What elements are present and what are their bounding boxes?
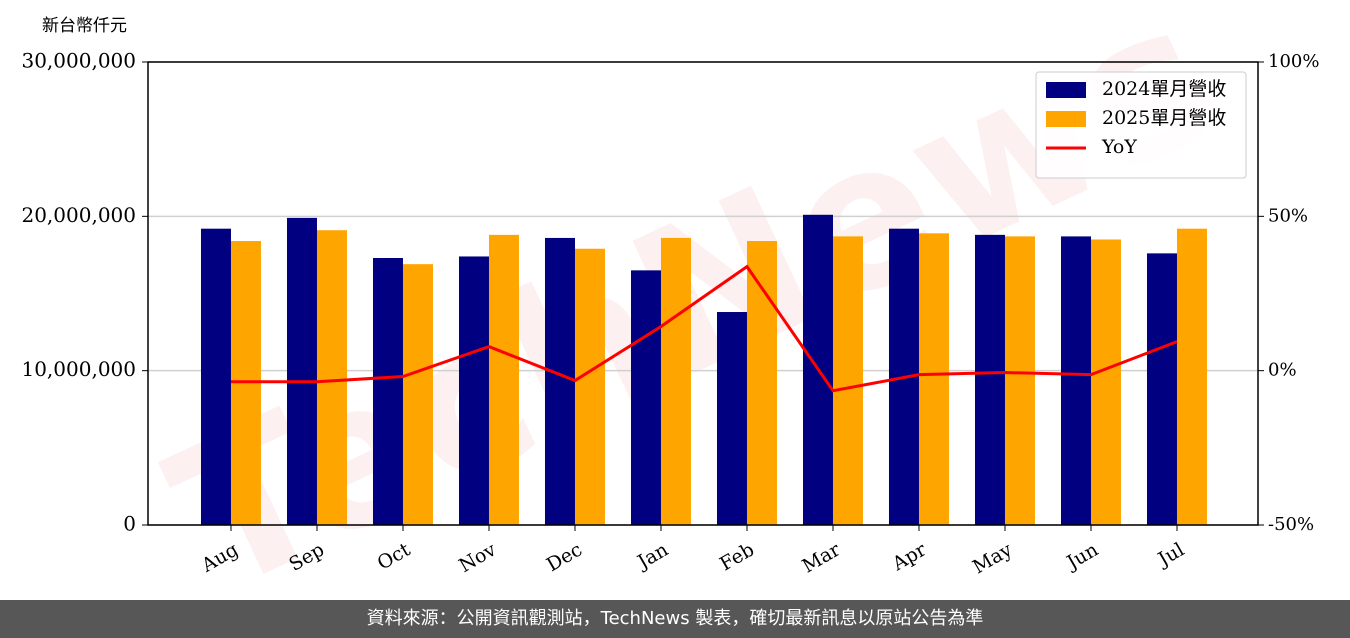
x-tick-label: Feb [716,539,758,576]
x-tick-label: Jan [632,539,672,575]
legend-label: 2025單月營收 [1102,107,1226,129]
y2-tick-label: 100% [1268,51,1319,72]
y-tick-label: 0 [123,512,136,536]
bar [372,258,403,525]
footer-bar [0,600,1350,638]
x-tick-label: May [969,538,1016,578]
legend-label: YoY [1101,136,1137,158]
x-tick-label: Jun [1061,539,1102,575]
bar [1090,239,1121,525]
y2-tick-label: 0% [1268,360,1297,381]
x-tick-label: Apr [888,538,931,575]
bar [918,233,949,525]
x-tick-label: Nov [455,538,500,577]
y-tick-label: 20,000,000 [21,203,136,227]
bar [574,248,605,525]
plot-frame [147,61,1259,526]
bar [1004,236,1035,525]
bar [1176,228,1207,525]
y2-tick-label: 50% [1268,205,1308,226]
bar [200,228,231,525]
bar [488,234,519,525]
bar [746,241,777,525]
x-tick-label: Mar [798,538,844,577]
x-tick-label: Dec [543,539,586,577]
bar [1146,253,1177,525]
bar [630,270,661,525]
legend-box [1035,71,1247,179]
bar [402,264,433,525]
yoy-line [230,264,1178,393]
y2-tick-label: -50% [1268,514,1314,535]
bar [544,237,575,525]
y-tick-label: 30,000,000 [21,49,136,73]
bar [286,217,317,526]
bar [974,234,1005,525]
legend-label: 2024單月營收 [1102,78,1226,100]
legend-swatch [1046,111,1086,127]
bar [1060,236,1091,525]
bar [458,256,489,525]
y-tick-label: 10,000,000 [21,357,136,381]
y-axis-label: 新台幣仟元 [42,16,127,36]
bar [832,236,863,525]
legend-swatch [1046,82,1086,98]
source-note: 資料來源：公開資訊觀測站，TechNews 製表，確切最新訊息以原站公告為準 [367,608,984,629]
bar [660,237,691,525]
x-tick-label: Jul [1153,539,1188,572]
bar [316,230,347,525]
bar [716,312,747,525]
